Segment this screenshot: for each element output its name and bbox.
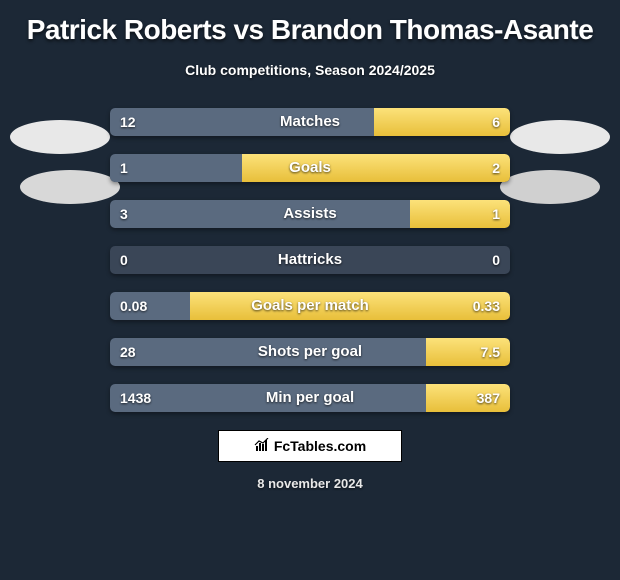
stat-bar-left — [110, 200, 410, 228]
player1-nation-badge — [20, 170, 120, 204]
stat-row: Goals per match0.080.33 — [110, 292, 510, 320]
comparison-title: Patrick Roberts vs Brandon Thomas-Asante — [0, 0, 620, 46]
stat-bar-left — [110, 338, 426, 366]
stat-row: Shots per goal287.5 — [110, 338, 510, 366]
stat-bar-right — [190, 292, 510, 320]
stat-bar-right — [242, 154, 510, 182]
player2-nation-badge — [500, 170, 600, 204]
stats-bars-container: Matches126 Goals12 Assists31 Hattricks0 0 Goa… — [110, 108, 510, 412]
snapshot-date: 8 november 2024 — [0, 476, 620, 491]
attribution-box[interactable]: FcTables.com — [218, 430, 402, 462]
stat-bar-left — [110, 384, 426, 412]
stat-bar-left — [110, 108, 374, 136]
player1-club-badge — [10, 120, 110, 154]
player2-club-badge — [510, 120, 610, 154]
stat-row: Hattricks0 0 — [110, 246, 510, 274]
stat-row: Min per goal1438387 — [110, 384, 510, 412]
stat-row: Goals12 — [110, 154, 510, 182]
stat-value-right: 0 — [492, 246, 500, 274]
stat-bar-right — [426, 338, 510, 366]
stat-bar-left — [110, 154, 242, 182]
stat-row: Matches126 — [110, 108, 510, 136]
stat-bar-right — [426, 384, 510, 412]
chart-icon — [254, 438, 270, 455]
comparison-subtitle: Club competitions, Season 2024/2025 — [0, 62, 620, 78]
stat-label: Hattricks — [110, 246, 510, 274]
attribution-text: FcTables.com — [274, 438, 366, 454]
stat-bar-right — [374, 108, 510, 136]
stat-bar-right — [410, 200, 510, 228]
stat-bar-left — [110, 292, 190, 320]
stat-value-left: 0 — [120, 246, 128, 274]
stat-row: Assists31 — [110, 200, 510, 228]
